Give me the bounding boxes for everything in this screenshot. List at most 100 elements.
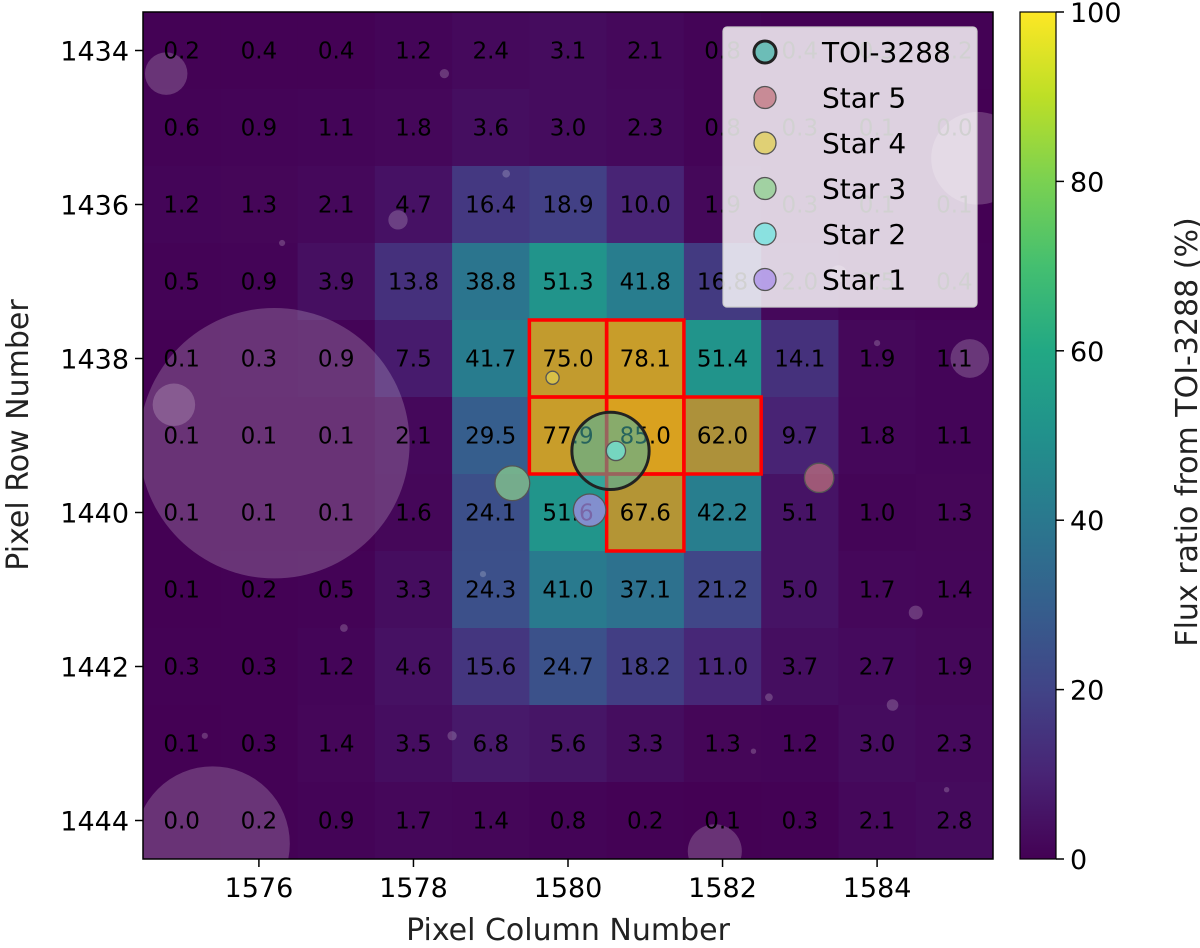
cell-value-label: 4.7 [395, 193, 432, 219]
heatmap-cell [297, 12, 376, 90]
cell-value-label: 1.3 [241, 193, 278, 219]
heatmap-cell [374, 474, 453, 552]
cell-value-label: 18.2 [620, 655, 671, 681]
heatmap-cell [220, 705, 299, 783]
cell-value-label: 41.0 [542, 578, 593, 604]
heatmap-cell [529, 628, 608, 706]
colorbar-tick-label: 40 [1070, 506, 1104, 537]
star-marker-star-5 [803, 462, 835, 494]
heatmap-cell [297, 397, 376, 475]
cell-value-label: 0.2 [627, 809, 664, 835]
legend-box [722, 26, 978, 308]
cell-value-label: 18.9 [542, 193, 593, 219]
heatmap-cell [529, 705, 608, 783]
cell-value-label: 15.6 [465, 655, 516, 681]
heatmap-cell [915, 551, 993, 629]
heatmap-cell [606, 705, 685, 783]
cell-value-label: 1.4 [472, 809, 509, 835]
heatmap-cell [529, 166, 608, 244]
cell-value-label: 0.2 [241, 809, 278, 835]
heatmap-cell [220, 89, 299, 167]
cell-value-label: 0.9 [241, 116, 278, 142]
cell-value-label: 1.1 [936, 347, 973, 373]
heatmap-cell [452, 320, 530, 398]
background-source-disc [750, 748, 757, 754]
cell-value-label: 7.5 [395, 347, 432, 373]
heatmap-cell [915, 705, 993, 783]
heatmap-cell [838, 474, 917, 552]
colorbar-tick-label: 60 [1070, 337, 1104, 368]
heatmap-cell [452, 628, 530, 706]
heatmap-cell [683, 782, 762, 859]
cell-value-label: 3.3 [627, 732, 664, 758]
cell-value-label: 1.1 [936, 424, 973, 450]
cell-value-label: 3.3 [395, 578, 432, 604]
colorbar-frame [1019, 11, 1057, 860]
cell-value-label: 0.1 [163, 347, 200, 373]
cell-value-label: 0.4 [241, 39, 278, 65]
heatmap-cell [761, 551, 840, 629]
cell-value-label: 2.1 [859, 809, 896, 835]
y-tick-label: 1436 [60, 191, 129, 222]
cell-value-label: 3.0 [859, 732, 896, 758]
aperture-pixel [606, 320, 684, 397]
cell-value-label: 0.2 [241, 578, 278, 604]
heatmap-cell [220, 551, 299, 629]
cell-value-label: 75.0 [542, 347, 593, 373]
heatmap-cell [606, 782, 685, 859]
cell-value-label: 1.8 [859, 424, 896, 450]
heatmap-cell [915, 474, 993, 552]
cell-value-label: 1.2 [395, 39, 432, 65]
heatmap-cell [838, 628, 917, 706]
heatmap-cell [143, 705, 221, 783]
background-source-disc [279, 239, 286, 247]
heatmap-cell [529, 243, 608, 321]
background-source-disc [143, 308, 410, 579]
cell-value-label: 0.8 [550, 809, 587, 835]
heatmap-cell [915, 628, 993, 706]
x-axis-ticks: 1576 1578 1580 1582 1584 [225, 859, 911, 904]
heatmap-cell [915, 320, 993, 398]
heatmap-cell [220, 166, 299, 244]
aperture-pixel-border [682, 395, 763, 476]
cell-value-label: 13.8 [388, 270, 439, 296]
heatmap-cell [683, 628, 762, 706]
legend-marker [753, 267, 777, 292]
legend-label: Star 2 [822, 218, 906, 251]
cell-value-label: 24.1 [465, 501, 516, 527]
heatmap-cell [761, 628, 840, 706]
cell-value-label: 21.2 [697, 578, 748, 604]
heatmap-cell [374, 628, 453, 706]
legend-label: Star 4 [822, 127, 906, 160]
colorbar-tick-label: 20 [1070, 676, 1104, 707]
cell-value-label: 24.3 [465, 578, 516, 604]
cell-value-label: 0.1 [318, 424, 355, 450]
heatmap-cell [220, 628, 299, 706]
cell-value-label: 3.7 [782, 655, 819, 681]
legend-label: Star 5 [822, 82, 906, 115]
y-tick-label: 1440 [60, 499, 129, 530]
heatmap-cells [143, 12, 993, 859]
y-tick-label: 1444 [60, 807, 129, 838]
star-marker-star-2 [605, 440, 627, 462]
background-source-disc [439, 68, 450, 79]
heatmap-cell [606, 551, 685, 629]
cell-value-label: 0.1 [241, 424, 278, 450]
cell-value-label: 3.9 [318, 270, 355, 296]
colorbar-tick-label: 80 [1070, 167, 1104, 198]
legend-marker [753, 222, 777, 246]
background-source-disc [943, 786, 950, 793]
cell-value-label: 0.1 [704, 809, 741, 835]
cell-value-label: 2.3 [627, 116, 664, 142]
heatmap-cell [297, 320, 376, 398]
heatmap-cell [452, 551, 530, 629]
heatmap-cell [297, 551, 376, 629]
heatmap-cell [143, 12, 221, 90]
cell-value-label: 0.1 [163, 501, 200, 527]
cell-value-label: 0.9 [318, 809, 355, 835]
x-tick-label: 1580 [534, 873, 603, 904]
cell-value-label: 9.7 [782, 424, 819, 450]
heatmap-cell [606, 12, 685, 90]
background-source-disc [388, 210, 408, 230]
heatmap-cell [297, 705, 376, 783]
